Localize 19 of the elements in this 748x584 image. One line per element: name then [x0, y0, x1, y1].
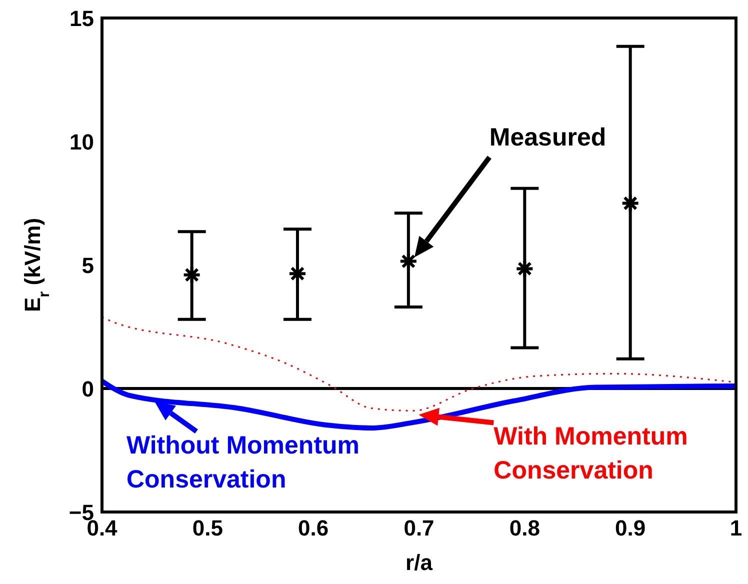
point — [620, 194, 640, 213]
legend-label: Without Momentum Conservation — [126, 431, 360, 494]
y-tick-label: 5 — [82, 252, 94, 278]
y-tick-label: 15 — [70, 6, 94, 31]
series-label: With Momentum Conservation — [494, 422, 688, 485]
x-tick-label: 0.9 — [615, 516, 646, 541]
point — [398, 252, 418, 271]
x-tick-label: 0.8 — [509, 516, 540, 541]
point — [515, 259, 534, 278]
y-tick-label: 0 — [82, 376, 94, 402]
x-tick-label: 1 — [730, 516, 742, 541]
x-tick-label: 0.6 — [298, 516, 329, 541]
point — [182, 265, 202, 284]
x-tick-label: 0.7 — [404, 516, 434, 541]
y-tick-label: 10 — [70, 129, 94, 154]
series-label: Measured — [489, 123, 606, 152]
x-tick-label: 0.5 — [192, 516, 223, 541]
x-axis-title: r/a — [406, 550, 434, 575]
point — [288, 264, 307, 284]
